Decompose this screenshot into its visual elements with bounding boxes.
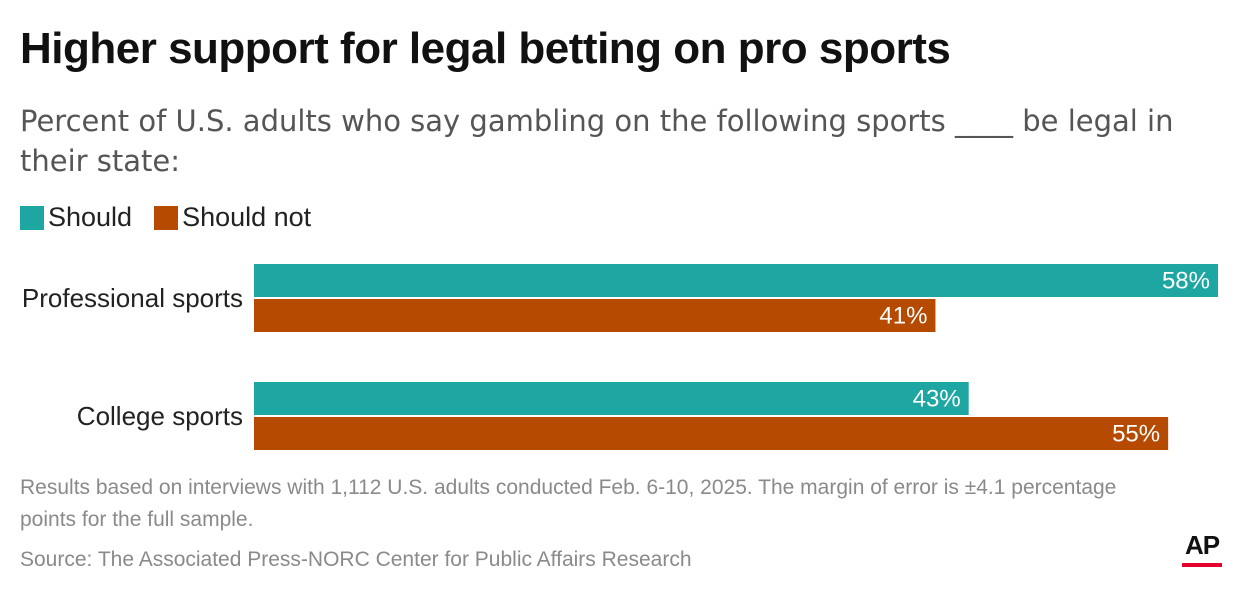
bar-professional-sports-should-not xyxy=(254,299,936,332)
bar-college-sports-should xyxy=(254,382,969,415)
legend-label-should-not: Should not xyxy=(182,202,312,232)
ap-logo-text: AP xyxy=(1184,530,1220,560)
legend: Should Should not xyxy=(20,202,333,233)
data-label-college-sports-should: 43% xyxy=(913,386,961,413)
legend-swatch-should xyxy=(20,205,44,230)
legend-item-should-not: Should not xyxy=(154,202,311,233)
chart-title: Higher support for legal betting on pro … xyxy=(20,24,951,73)
legend-label-should: Should xyxy=(48,202,133,232)
ap-logo: AP xyxy=(1182,530,1222,567)
data-label-college-sports-should-not: 55% xyxy=(1112,421,1160,448)
chart-subtitle: Percent of U.S. adults who say gambling … xyxy=(20,104,1174,178)
legend-swatch-should-not xyxy=(154,205,179,230)
methodology-note: Results based on interviews with 1,112 U… xyxy=(20,476,1117,531)
data-label-professional-sports-should-not: 41% xyxy=(879,303,927,330)
ap-logo-bar xyxy=(1182,563,1222,567)
source-credit: Source: The Associated Press-NORC Center… xyxy=(20,548,692,571)
bar-professional-sports-should xyxy=(254,264,1218,297)
legend-item-should: Should xyxy=(20,202,132,233)
category-label-professional-sports: Professional sports xyxy=(22,283,243,313)
data-label-professional-sports-should: 58% xyxy=(1162,268,1210,295)
category-label-college-sports: College sports xyxy=(77,401,243,431)
bar-college-sports-should-not xyxy=(254,417,1169,450)
